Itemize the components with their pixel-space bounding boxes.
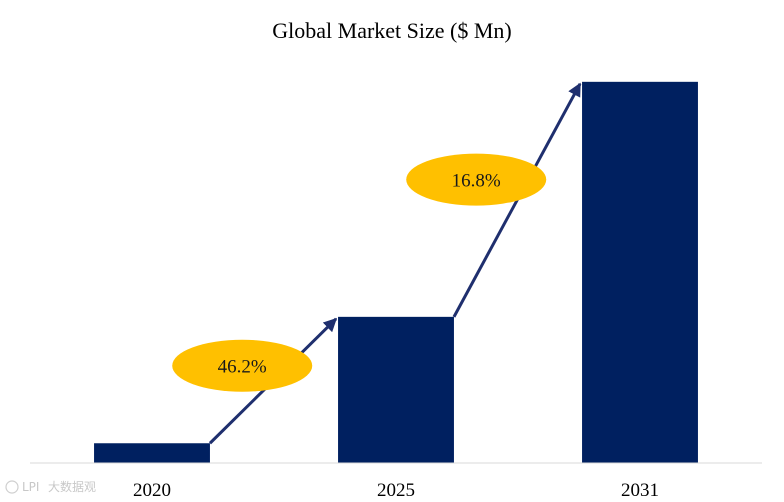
watermark-text: 大数据观 <box>48 479 96 494</box>
x-tick-label: 2031 <box>621 480 659 501</box>
x-axis-ticks: 2020 2025 2031 <box>133 480 659 501</box>
watermark-logo-icon <box>5 480 19 494</box>
bar-2020 <box>94 443 210 463</box>
cagr-label: 46.2% <box>218 357 267 378</box>
cagr-annotations: 46.2% 16.8% <box>172 153 547 392</box>
x-tick-label: 2025 <box>377 480 415 501</box>
cagr-badge <box>172 339 313 392</box>
x-tick-label: 2020 <box>133 480 171 501</box>
watermark: LPI 大数据观 <box>5 479 96 494</box>
bar-2025 <box>338 316 454 463</box>
cagr-label: 16.8% <box>452 171 501 192</box>
bar-2031 <box>582 81 698 463</box>
bar-series <box>94 81 698 463</box>
cagr-badge <box>406 153 547 206</box>
watermark-logo-text: LPI <box>22 480 39 494</box>
chart-title: Global Market Size ($ Mn) <box>272 18 512 43</box>
